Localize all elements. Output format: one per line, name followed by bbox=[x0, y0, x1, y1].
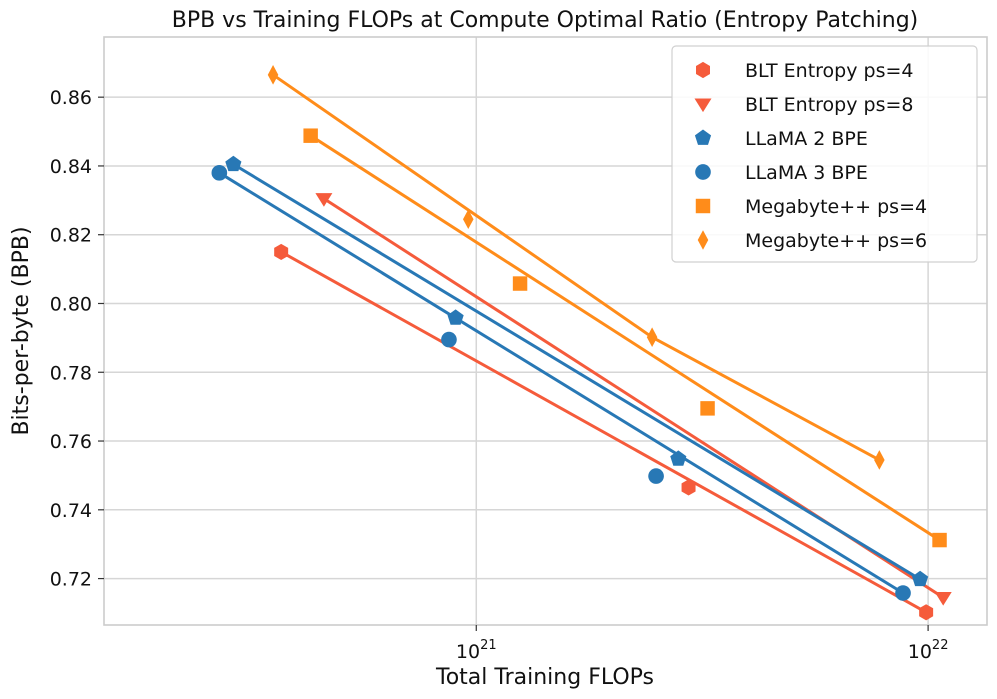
fit-line-llama-2-bpe bbox=[232, 162, 921, 581]
x-axis-ticks: 1021 1022 bbox=[456, 625, 949, 663]
legend-label: Megabyte++ ps=4 bbox=[745, 196, 927, 218]
legend: BLT Entropy ps=4 BLT Entropy ps=8 LLaMA 2 … bbox=[671, 45, 978, 263]
data-point-megabyte-ps-6 bbox=[874, 450, 885, 470]
data-point-megabyte-ps-4 bbox=[512, 276, 528, 291]
legend-item: Megabyte++ ps=6 bbox=[697, 230, 927, 252]
y-tick-label: 0.76 bbox=[50, 431, 92, 453]
data-point-megabyte-ps-6 bbox=[646, 327, 658, 347]
y-tick-label: 0.82 bbox=[50, 225, 92, 247]
data-point-blt-entropy-ps-8 bbox=[934, 591, 952, 606]
y-tick-label: 0.78 bbox=[50, 362, 92, 384]
data-point-megabyte-ps-4 bbox=[303, 128, 318, 143]
data-point-llama-2-bpe bbox=[447, 309, 464, 325]
data-point-blt-entropy-ps-4 bbox=[274, 243, 289, 260]
y-tick-label: 0.72 bbox=[50, 569, 92, 591]
y-axis-label: Bits-per-byte (BPB) bbox=[9, 226, 34, 435]
legend-label: LLaMA 3 BPE bbox=[745, 162, 868, 184]
legend-item: LLaMA 3 BPE bbox=[695, 162, 868, 184]
y-tick-label: 0.84 bbox=[50, 156, 92, 178]
data-point-megabyte-ps-6 bbox=[267, 65, 279, 85]
legend-marker bbox=[694, 98, 712, 113]
data-point-llama-2-bpe bbox=[225, 155, 242, 172]
legend-item: Megabyte++ ps=4 bbox=[695, 196, 927, 218]
chart-title: BPB vs Training FLOPs at Compute Optimal… bbox=[172, 8, 919, 33]
legend-marker bbox=[695, 164, 711, 180]
legend-marker bbox=[695, 198, 711, 214]
x-tick-label: 1022 bbox=[908, 638, 949, 663]
data-point-megabyte-ps-4 bbox=[700, 401, 715, 416]
legend-label: BLT Entropy ps=8 bbox=[745, 94, 913, 116]
legend-label: BLT Entropy ps=4 bbox=[745, 60, 913, 82]
data-point-llama-3-bpe bbox=[211, 165, 228, 181]
x-axis-label: Total Training FLOPs bbox=[435, 665, 654, 690]
data-point-blt-entropy-ps-8 bbox=[315, 193, 333, 207]
legend-label: LLaMA 2 BPE bbox=[745, 128, 868, 150]
legend-item: BLT Entropy ps=8 bbox=[694, 94, 913, 116]
x-tick-label: 1021 bbox=[456, 638, 497, 663]
legend-marker bbox=[697, 230, 709, 250]
data-point-blt-entropy-ps-4 bbox=[681, 479, 696, 496]
data-markers bbox=[211, 65, 952, 621]
fit-lines bbox=[218, 73, 945, 614]
legend-item: LLaMA 2 BPE bbox=[694, 128, 868, 150]
y-tick-label: 0.74 bbox=[50, 500, 92, 522]
plot-frame bbox=[103, 36, 988, 626]
fit-line-llama-3-bpe bbox=[218, 171, 904, 595]
legend-item: BLT Entropy ps=4 bbox=[696, 60, 913, 82]
y-axis-ticks: 0.72 0.74 0.76 0.78 0.80 0.82 0.84 0.86 bbox=[50, 87, 104, 591]
data-point-llama-3-bpe bbox=[895, 585, 911, 601]
legend-marker bbox=[694, 129, 712, 145]
data-point-llama-2-bpe bbox=[670, 450, 687, 466]
data-point-megabyte-ps-4 bbox=[932, 532, 947, 548]
fit-line-megabyte-ps-4 bbox=[309, 134, 941, 542]
data-point-llama-3-bpe bbox=[441, 331, 457, 348]
y-tick-label: 0.80 bbox=[50, 293, 92, 315]
data-point-megabyte-ps-6 bbox=[462, 209, 474, 230]
y-tick-label: 0.86 bbox=[50, 87, 92, 109]
legend-frame bbox=[671, 45, 978, 263]
legend-marker bbox=[696, 61, 710, 79]
data-point-llama-2-bpe bbox=[912, 570, 929, 587]
legend-label: Megabyte++ ps=6 bbox=[745, 230, 927, 252]
data-point-llama-3-bpe bbox=[648, 468, 664, 484]
data-point-blt-entropy-ps-4 bbox=[919, 604, 934, 621]
fit-line-blt-entropy-ps-4 bbox=[280, 250, 927, 614]
